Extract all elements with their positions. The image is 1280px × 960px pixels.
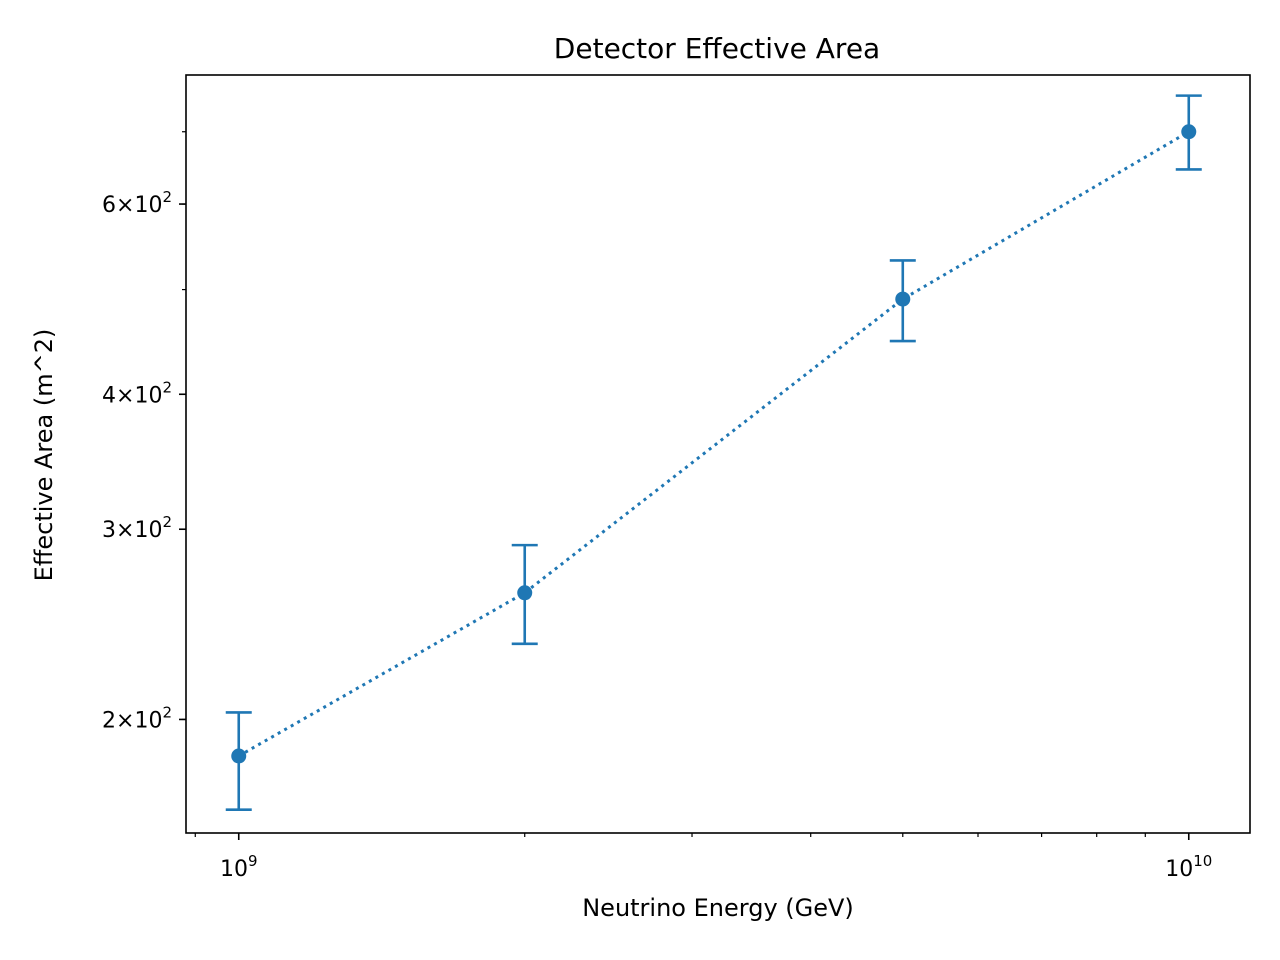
y-tick-label: 2×102 xyxy=(102,703,172,733)
y-tick-label: 3×102 xyxy=(102,513,172,543)
series-line xyxy=(237,130,1190,758)
x-axis-label: Neutrino Energy (GeV) xyxy=(582,894,854,922)
data-point xyxy=(895,291,911,307)
y-tick-label: 4×102 xyxy=(102,378,172,408)
x-axis: 109 1010 xyxy=(194,833,1212,882)
plot-frame xyxy=(185,74,1251,834)
x-tick-label: 109 xyxy=(220,852,258,882)
data-point xyxy=(1181,124,1197,140)
x-tick-label: 1010 xyxy=(1165,852,1212,882)
chart-title: Detector Effective Area xyxy=(554,32,880,65)
y-tick-label: 6×102 xyxy=(102,188,172,218)
y-axis: 2×102 3×102 4×102 6×102 xyxy=(102,131,186,733)
data-point xyxy=(231,748,247,764)
series-layer xyxy=(225,94,1202,811)
data-point xyxy=(517,585,533,601)
y-axis-label: Effective Area (m^2) xyxy=(30,329,58,582)
plot-area xyxy=(185,74,1251,834)
